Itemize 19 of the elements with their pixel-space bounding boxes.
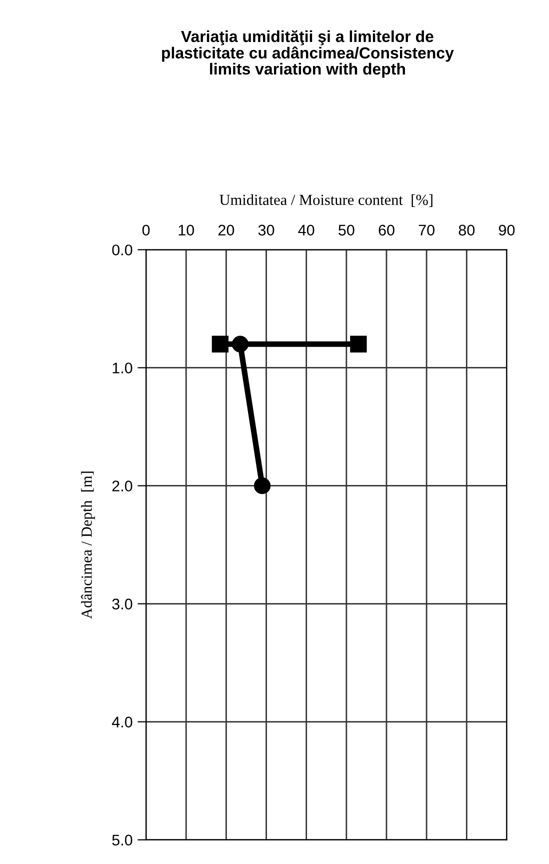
y-axis-title: Adâncimea / Depth [m]: [81, 472, 95, 619]
x-tick-label: 0: [142, 224, 150, 236]
x-tick-label: 20: [218, 224, 234, 236]
x-tick-label: 80: [458, 224, 475, 236]
x-tick-label: 40: [298, 224, 314, 236]
x-tick-label: 70: [418, 224, 434, 236]
x-tick-label: 90: [498, 224, 515, 236]
y-tick-label: 0.0: [112, 244, 132, 256]
y-tick-label: 3.0: [112, 598, 132, 610]
y-tick-label: 5.0: [112, 834, 132, 846]
x-axis-title: Umiditatea / Moisture content [%]: [220, 194, 432, 207]
x-tick-label: 30: [258, 224, 274, 236]
chart-title: Variaţia umidităţii şi a limitelor de plasticitate cu adâncimea/Consistency limits variation with depth: [162, 30, 454, 78]
x-tick-label: 60: [378, 224, 394, 236]
x-tick-label: 10: [178, 224, 194, 236]
y-tick-label: 1.0: [112, 362, 132, 374]
x-tick-label: 50: [338, 224, 354, 236]
y-tick-label: 4.0: [112, 716, 132, 728]
y-tick-label: 2.0: [112, 480, 132, 492]
